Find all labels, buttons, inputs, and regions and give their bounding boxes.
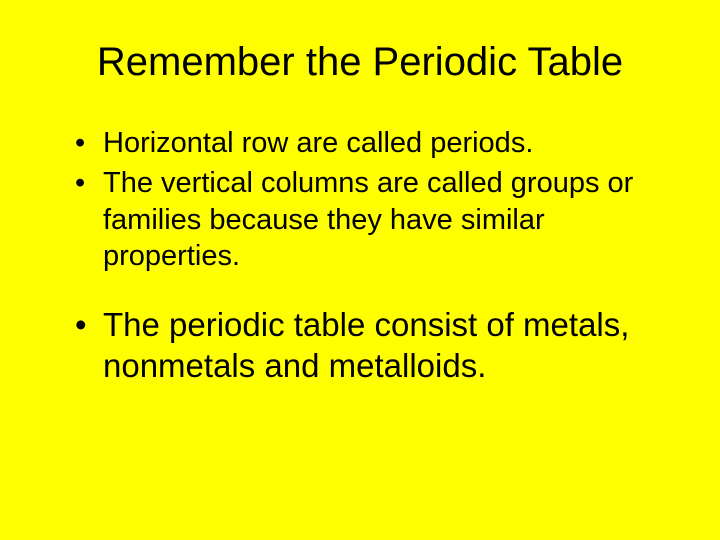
bullet-item: The vertical columns are called groups o… [75,165,665,274]
slide-title: Remember the Periodic Table [55,40,665,85]
bullet-group-2: The periodic table consist of metals, no… [55,304,665,387]
bullet-item: The periodic table consist of metals, no… [75,304,665,387]
bullet-item: Horizontal row are called periods. [75,125,665,161]
bullet-group-1: Horizontal row are called periods. The v… [55,125,665,274]
